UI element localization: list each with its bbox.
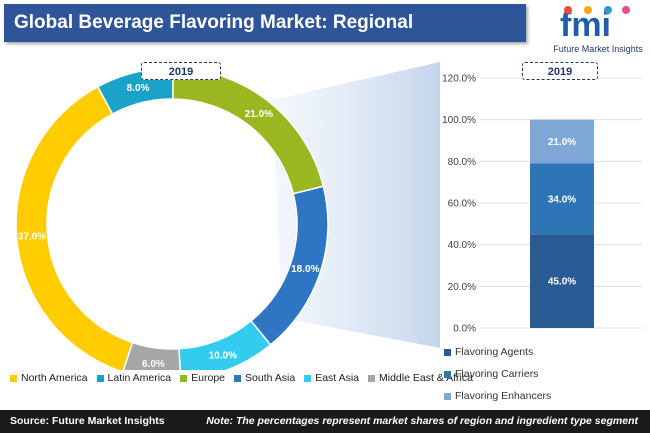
donut-slice-middle-east-africa bbox=[122, 341, 181, 370]
legend-latin-america: Latin America bbox=[96, 372, 171, 384]
bar-year-label: 2019 bbox=[522, 62, 598, 80]
legend-north-america: North America bbox=[10, 372, 88, 384]
bar-segment-flavoring-carriers bbox=[530, 163, 594, 235]
bar-segment-flavoring-enhancers bbox=[530, 119, 594, 164]
legend-europe: Europe bbox=[180, 372, 225, 384]
stacked-bar: 45.0% 34.0% 21.0% bbox=[530, 119, 594, 328]
donut-slice-east-asia-label: 10.0% bbox=[209, 350, 237, 361]
donut-legend: North America Latin America Europe South… bbox=[10, 372, 473, 384]
bar-y-tick-label: 0.0% bbox=[453, 324, 476, 335]
donut-year-label: 2019 bbox=[141, 62, 221, 80]
bar-y-tick-label: 80.0% bbox=[448, 157, 476, 168]
legend-flavoring-agents: Flavoring Agents bbox=[444, 346, 533, 358]
footer-bar: Source: Future Market Insights Note: The… bbox=[0, 410, 650, 433]
footer-note: Note: The percentages represent market s… bbox=[206, 415, 638, 427]
chart-title: Global Beverage Flavoring Market: Region… bbox=[4, 4, 526, 71]
donut-slice-north-america-label: 37.0% bbox=[18, 232, 46, 243]
bar-y-tick-label: 120.0% bbox=[442, 74, 476, 85]
donut-slice-middle-east-africa-label: 6.0% bbox=[142, 359, 165, 370]
bar-segment-flavoring-enhancers-label: 21.0% bbox=[548, 137, 576, 148]
donut-slice-north-america bbox=[15, 85, 134, 370]
donut-slice-south-asia-label: 18.0% bbox=[291, 264, 319, 275]
legend-flavoring-carriers: Flavoring Carriers bbox=[444, 368, 538, 380]
donut-slice-latin-america-label: 8.0% bbox=[127, 83, 150, 94]
bar-segment-flavoring-agents-label: 45.0% bbox=[548, 277, 576, 288]
bar-y-tick-label: 60.0% bbox=[448, 199, 476, 210]
fmi-logo: fmi Future Market Insights bbox=[553, 6, 643, 54]
donut-slice-europe bbox=[172, 67, 325, 195]
logo-tagline: Future Market Insights bbox=[553, 44, 643, 54]
bar-legend: Flavoring Agents Flavoring Carriers Flav… bbox=[444, 346, 644, 412]
legend-south-asia: South Asia bbox=[234, 372, 295, 384]
footer-source: Source: Future Market Insights bbox=[10, 415, 165, 427]
legend-flavoring-enhancers: Flavoring Enhancers bbox=[444, 390, 551, 402]
bar-y-tick-label: 40.0% bbox=[448, 240, 476, 251]
donut-slice-east-asia bbox=[178, 319, 272, 370]
donut-chart: 37.0% 8.0% 21.0% 18.0% 10.0% 6.0% bbox=[15, 67, 329, 370]
bar-y-tick-label: 100.0% bbox=[442, 115, 476, 126]
legend-east-asia: East Asia bbox=[304, 372, 359, 384]
bar-y-tick-label: 20.0% bbox=[448, 282, 476, 293]
bar-segment-flavoring-carriers-label: 34.0% bbox=[548, 194, 576, 205]
donut-slice-europe-label: 21.0% bbox=[245, 109, 273, 120]
bar-segment-flavoring-agents bbox=[530, 234, 594, 328]
